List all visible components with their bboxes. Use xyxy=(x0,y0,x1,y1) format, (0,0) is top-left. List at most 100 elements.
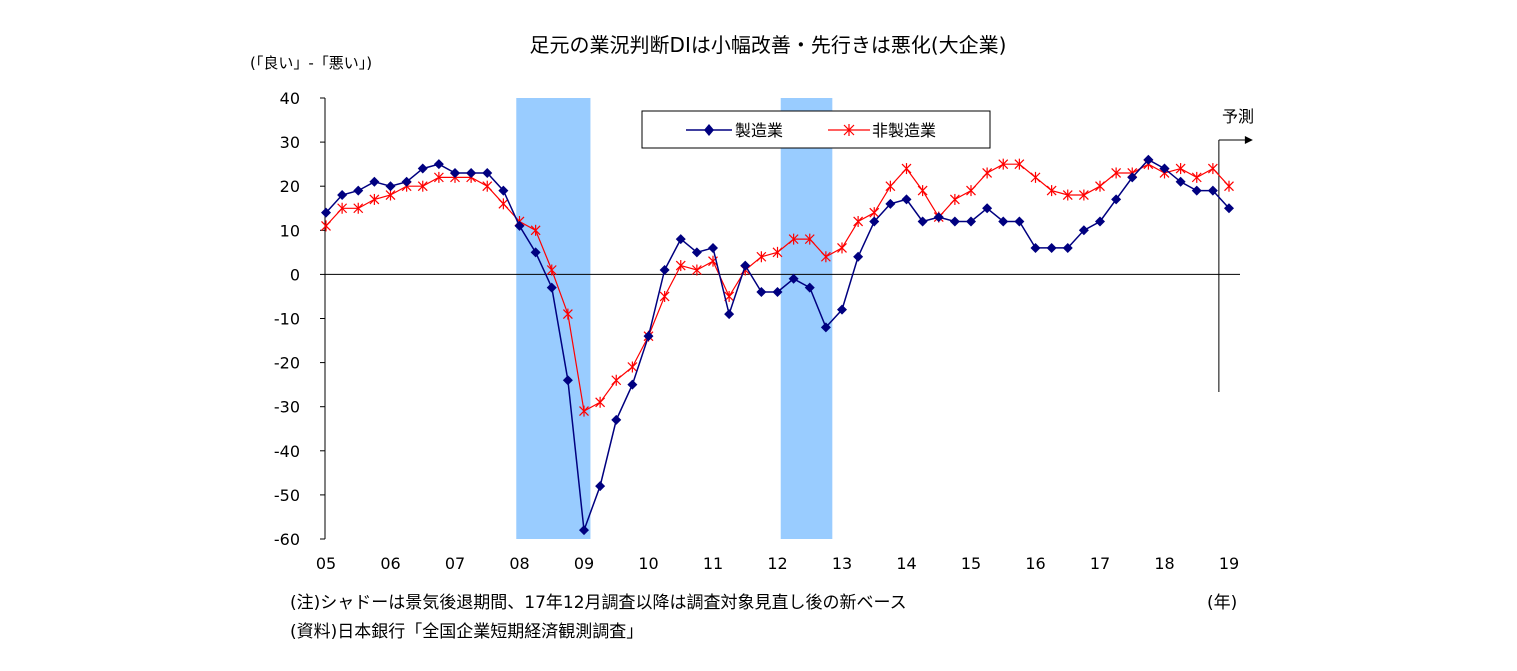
forecast-arrowhead xyxy=(1244,136,1253,144)
data-point xyxy=(611,374,622,386)
y-tick-label: -20 xyxy=(274,354,300,373)
data-point xyxy=(659,290,670,302)
x-tick-label: 16 xyxy=(1025,554,1045,573)
data-point xyxy=(562,375,573,386)
data-point xyxy=(982,167,993,179)
forecast-label: 予測 xyxy=(1222,107,1254,126)
recession-band-2 xyxy=(780,98,833,539)
x-tick-label: 08 xyxy=(509,554,529,573)
chart-title: 足元の業況判断DIは小幅改善・先行きは悪化(大企業) xyxy=(530,33,1007,57)
data-point xyxy=(401,176,412,187)
data-point xyxy=(498,198,509,210)
data-point xyxy=(756,287,767,298)
x-tick-label: 13 xyxy=(832,554,852,573)
x-tick-label: 09 xyxy=(574,554,594,573)
data-point xyxy=(562,308,573,320)
data-point xyxy=(724,309,735,320)
recession-band-1 xyxy=(516,98,591,539)
data-point xyxy=(853,215,864,227)
data-point xyxy=(788,273,799,284)
data-point xyxy=(385,181,396,192)
data-point xyxy=(450,167,460,178)
data-point xyxy=(546,282,557,293)
y-tick-label: 0 xyxy=(290,265,300,284)
data-point xyxy=(1030,242,1041,253)
x-tick-label: 15 xyxy=(961,554,981,573)
data-point xyxy=(1046,185,1057,197)
data-point xyxy=(756,251,767,263)
data-point xyxy=(1175,176,1186,187)
data-point xyxy=(321,220,331,232)
note-shading: (注)シャドーは景気後退期間、17年12月調査以降は調査対象見直し後の新ベース xyxy=(290,593,907,613)
y-axis-label: (「良い」-「悪い」) xyxy=(250,54,372,72)
data-point xyxy=(901,194,912,205)
data-point xyxy=(1095,216,1105,227)
data-point xyxy=(595,396,606,408)
legend-label-manufacturing: 製造業 xyxy=(735,121,783,140)
y-tick-label: -10 xyxy=(274,310,300,329)
data-point xyxy=(998,216,1009,227)
data-point xyxy=(853,251,864,262)
data-point xyxy=(433,159,444,170)
data-point xyxy=(1143,154,1154,165)
data-point xyxy=(885,198,896,209)
data-point xyxy=(788,233,799,245)
data-point xyxy=(837,304,847,315)
data-point xyxy=(1224,203,1234,214)
forecast-marker: 予測 xyxy=(1218,107,1254,392)
data-point xyxy=(1030,171,1041,183)
legend-label-nonmanufacturing: 非製造業 xyxy=(872,121,936,140)
data-point xyxy=(385,189,396,201)
y-tick-label: 20 xyxy=(280,177,300,196)
data-point xyxy=(691,264,702,276)
data-point xyxy=(482,180,493,192)
data-point xyxy=(546,264,557,276)
data-point xyxy=(917,216,928,227)
series-manufacturing xyxy=(321,154,1234,536)
data-point xyxy=(337,190,348,201)
data-point xyxy=(498,185,509,196)
data-point xyxy=(1111,194,1122,205)
data-point xyxy=(1224,180,1234,192)
x-tick-label: 17 xyxy=(1090,554,1110,573)
data-point xyxy=(740,260,751,271)
data-point xyxy=(611,414,622,425)
data-point xyxy=(1062,242,1073,253)
data-point xyxy=(901,163,912,175)
data-point xyxy=(1207,163,1218,175)
data-point xyxy=(627,361,638,373)
x-tick-label: 05 xyxy=(316,554,336,573)
data-point xyxy=(321,207,331,218)
data-point xyxy=(1078,189,1089,201)
x-axis-unit-label: (年) xyxy=(1207,593,1237,613)
x-tick-label: 10 xyxy=(638,554,658,573)
recession-shading xyxy=(516,98,833,539)
data-point xyxy=(966,216,976,227)
series-line xyxy=(325,158,1230,531)
note-source: (資料)日本銀行「全国企業短期経済観測調査」 xyxy=(290,622,643,642)
data-point xyxy=(869,207,880,219)
y-tick-label: -40 xyxy=(274,442,300,461)
x-axis-ticks: 05 06 07 08 09 10 11 12 13 14 15 16 17 18 19 xyxy=(316,554,1239,573)
data-point xyxy=(369,193,380,205)
data-point xyxy=(433,171,444,183)
data-point xyxy=(1046,242,1057,253)
y-tick-label: -30 xyxy=(274,398,300,417)
data-point xyxy=(772,287,783,298)
data-point xyxy=(369,176,380,187)
data-point xyxy=(1191,171,1202,183)
legend: 製造業 非製造業 xyxy=(641,110,991,149)
data-point xyxy=(579,405,589,417)
y-tick-label: 40 xyxy=(280,89,300,108)
data-point xyxy=(595,481,606,492)
y-tick-label: -60 xyxy=(274,530,300,549)
data-point xyxy=(998,158,1009,170)
data-point xyxy=(514,220,525,231)
y-tick-label: 10 xyxy=(280,221,300,240)
x-tick-label: 12 xyxy=(767,554,787,573)
data-point xyxy=(772,246,783,258)
data-point xyxy=(885,180,896,192)
series-layer xyxy=(321,154,1234,536)
